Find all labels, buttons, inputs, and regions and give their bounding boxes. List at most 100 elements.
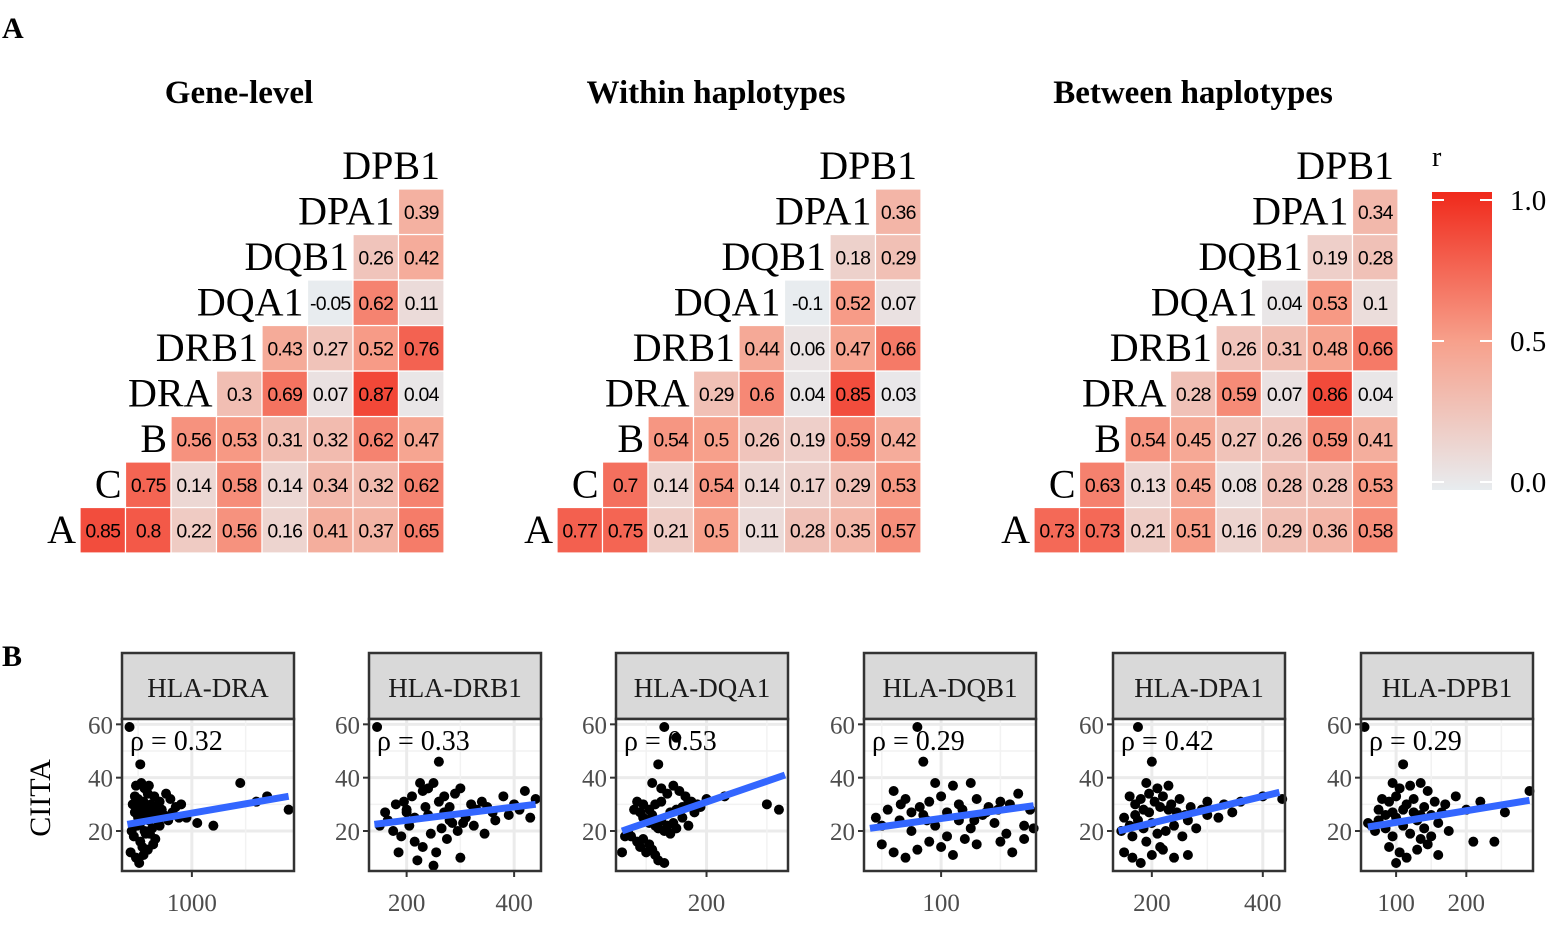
rho-annotation: ρ = 0.53: [624, 726, 717, 757]
scatter-point: [1433, 818, 1444, 828]
heatmap-cell: [306, 415, 354, 463]
heatmap-cell-label: 0.29: [699, 384, 734, 406]
heatmap-cell-label: 0.32: [313, 429, 348, 451]
heatmap-cell-label: 0.76: [404, 338, 439, 360]
scatter-point: [1174, 794, 1185, 804]
scatter-point: [930, 778, 941, 788]
x-tick-label: 200: [388, 890, 426, 917]
scatter-point: [1019, 834, 1030, 844]
heatmap-cell: [1215, 461, 1263, 509]
y-tick-label: 20: [335, 819, 360, 846]
heatmap-gene-label: C: [572, 462, 599, 507]
scatter-point: [1422, 786, 1433, 796]
scatter-point: [647, 778, 658, 788]
x-tick-label: 400: [495, 890, 533, 917]
heatmap-cell-label: 0.7: [613, 475, 638, 497]
scatter-point: [129, 791, 140, 802]
scatter-point: [1450, 791, 1461, 802]
scatter-point: [1391, 858, 1402, 868]
regression-line: [126, 792, 290, 828]
heatmap-cell: [261, 324, 309, 372]
scatter-point: [906, 826, 917, 836]
scatter-point: [918, 756, 929, 767]
heatmap-panel: Gene-level 0.85 0.8 0.22 0.56 0.16 0.41 0.37 0.6…: [47, 75, 445, 554]
scatter-point: [498, 791, 509, 802]
scatter-point: [1440, 799, 1451, 810]
heatmap-gene-label: B: [140, 416, 167, 461]
scatter-point: [165, 794, 176, 804]
heatmap-cell-label: 0.86: [1312, 384, 1347, 406]
scatter-point: [995, 796, 1006, 807]
heatmap-cell-label: 0.19: [1312, 247, 1347, 269]
scatter-point: [989, 818, 1000, 828]
heatmap-cell: [1351, 233, 1399, 281]
heatmap-cell: [783, 279, 831, 327]
scatter-point: [912, 844, 923, 855]
scatter-point: [924, 796, 935, 807]
heatmap-cell-label: 0.14: [744, 475, 780, 497]
heatmap-cell: [170, 415, 218, 463]
heatmap-cell-label: 0.34: [313, 475, 349, 497]
heatmap-cell: [215, 415, 263, 463]
x-tick-label: 200: [1448, 890, 1486, 917]
heatmap-cell: [1351, 188, 1399, 236]
heatmap-cell: [1215, 324, 1263, 372]
heatmap-cell-label: 0.44: [744, 338, 780, 360]
heatmap-cell-label: 0.69: [267, 384, 302, 406]
heatmap-cell: [1169, 506, 1217, 554]
scatter-point: [942, 831, 953, 842]
heatmap-cell-label: 0.45: [1176, 475, 1212, 497]
heatmap-cell: [261, 506, 309, 554]
heatmap-cell-label: 0.59: [1221, 384, 1256, 406]
heatmap-cell-label: 0.26: [358, 247, 393, 269]
legend-tick-label: 1.0: [1510, 185, 1546, 217]
heatmap-gene-label: DPB1: [342, 143, 440, 188]
scatter-point: [1405, 780, 1416, 791]
heatmap-cell: [874, 324, 922, 372]
scatter-point: [914, 802, 925, 812]
heatmap-cell: [1124, 415, 1172, 463]
heatmap-cell-label: 0.16: [1221, 520, 1256, 542]
heatmap-cell: [352, 233, 400, 281]
heatmap-cell: [1260, 370, 1308, 418]
heatmap-gene-label: C: [1049, 462, 1076, 507]
heatmap-cell-label: 0.31: [267, 429, 302, 451]
heatmap-cell-label: 0.32: [358, 475, 393, 497]
heatmap-cell-label: 0.31: [1267, 338, 1302, 360]
heatmap-cell: [1215, 370, 1263, 418]
heatmap-cell-label: 0.59: [1312, 429, 1347, 451]
heatmap-cell-label: 0.53: [222, 429, 257, 451]
scatter-point: [398, 796, 409, 807]
scatter-point: [906, 807, 917, 818]
heatmap-title: Between haplotypes: [1053, 75, 1333, 111]
scatter-point: [662, 788, 673, 799]
plot-frame: [367, 717, 543, 873]
heatmap-cell-label: 0.26: [1221, 338, 1256, 360]
legend-tick-label: 0.0: [1510, 467, 1546, 499]
scatter-point: [1391, 791, 1402, 802]
scatter-point: [1415, 778, 1426, 788]
heatmap-cell: [1169, 370, 1217, 418]
heatmap-cell: [1351, 324, 1399, 372]
y-tick-label: 20: [1079, 819, 1104, 846]
y-tick-label: 60: [830, 712, 855, 739]
plot-frame: [614, 717, 790, 873]
heatmap-cell-label: 0.42: [404, 247, 439, 269]
scatter-point: [235, 778, 246, 788]
rho-annotation: ρ = 0.42: [1121, 726, 1214, 757]
scatter-point: [401, 804, 412, 815]
scatter-point: [1191, 823, 1202, 834]
facet-strip: [862, 651, 1038, 721]
heatmap-cell-label: -0.1: [792, 293, 822, 315]
scatter-point: [441, 834, 452, 844]
y-tick-label: 40: [1327, 766, 1352, 793]
heatmap-cell-label: 0.5: [704, 429, 730, 451]
heatmap-cell-label: 0.62: [404, 475, 439, 497]
heatmap-cell-label: 0.53: [1312, 293, 1347, 315]
heatmap-cell: [352, 370, 400, 418]
heatmap-gene-label: DQB1: [722, 234, 826, 279]
scatter-point: [372, 722, 383, 732]
heatmap-cell-label: 0.54: [653, 429, 689, 451]
scatter-point: [1387, 778, 1398, 788]
heatmap-cell-label: 0.06: [790, 338, 825, 360]
